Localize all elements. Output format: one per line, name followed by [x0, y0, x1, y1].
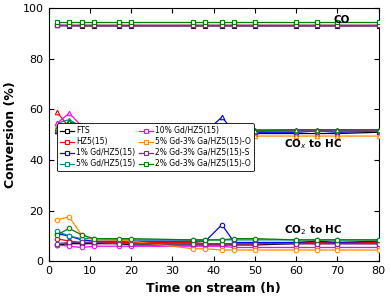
Text: CO: CO: [333, 15, 350, 25]
X-axis label: Time on stream (h): Time on stream (h): [146, 282, 281, 295]
Text: CO$_x$ to HC: CO$_x$ to HC: [284, 137, 342, 151]
Legend: FTS, HZ5(15), 1% Gd/HZ5(15), 5% Gd/HZ5(15), 10% Gd/HZ5(15), 5% Gd-3% Ga/HZ5(15)-: FTS, HZ5(15), 1% Gd/HZ5(15), 5% Gd/HZ5(1…: [57, 123, 254, 171]
Y-axis label: Conversion (%): Conversion (%): [4, 81, 17, 188]
Text: CO$_2$ to HC: CO$_2$ to HC: [284, 223, 342, 237]
